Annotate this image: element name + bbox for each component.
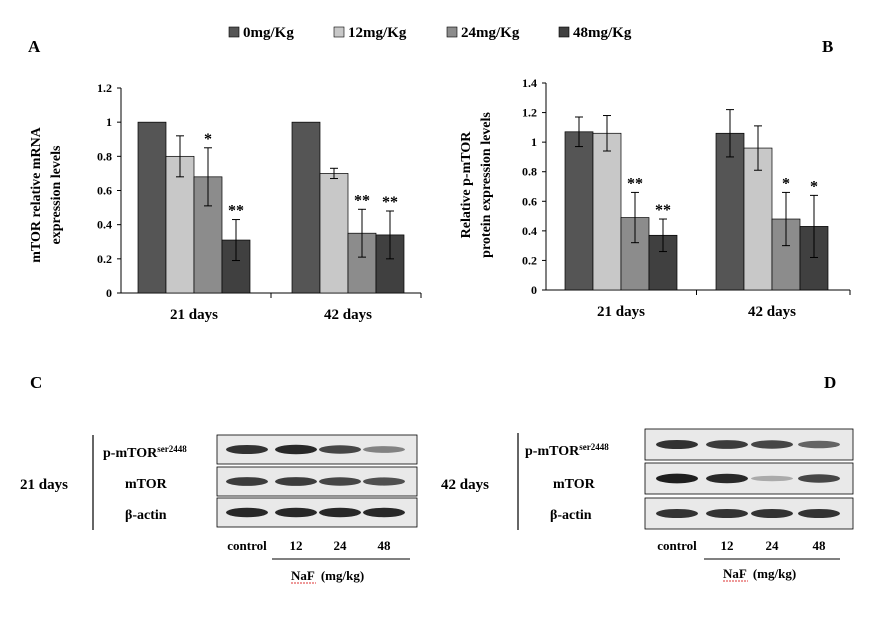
chart-b-ytick-label: 1.2 <box>522 106 537 120</box>
blot-c-band <box>363 446 405 453</box>
blot-c-lane-1: 12 <box>290 538 303 553</box>
blot-d-band <box>706 508 748 519</box>
panel-letter-a: A <box>28 37 41 56</box>
chart-b-category-label: 21 days <box>597 304 645 320</box>
chart-b-ylabel-line1: Relative p-mTOR <box>459 131 474 239</box>
blot-c-band <box>275 444 317 455</box>
chart-b-ytick-label: 1 <box>531 135 537 149</box>
chart-b-bar <box>715 132 745 291</box>
chart-b-bar <box>564 131 594 291</box>
chart-a: mTOR relative mRNA expression levels 0 0.… <box>29 81 422 323</box>
chart-a-bar <box>291 121 321 294</box>
legend-swatch-2 <box>446 26 458 38</box>
blot-c-band <box>275 477 317 486</box>
chart-b-significance: ** <box>627 175 643 192</box>
blot-c-band <box>319 445 361 454</box>
blot-d-band <box>798 474 840 483</box>
chart-a-ylabel-line1: mTOR relative mRNA <box>29 126 44 262</box>
chart-a-category-label: 42 days <box>324 307 372 323</box>
blot-d-band <box>706 473 748 484</box>
chart-a-ytick-label: 0.8 <box>97 149 112 163</box>
blot-c-treatment: NaF (mg/kg) <box>291 568 364 583</box>
chart-a-ytick-label: 0.4 <box>97 218 112 232</box>
chart-a-ylabel-line2: expression levels <box>49 145 64 244</box>
panel-letter-b: B <box>822 37 833 56</box>
blot-d: 42 days p-mTORser2448 mTOR β-actin contr… <box>441 428 854 582</box>
blot-d-group-label: 42 days <box>441 477 489 493</box>
chart-b-ylabel-line2: protein expression levels <box>479 112 494 258</box>
blot-d-treatment: NaF (mg/kg) <box>723 566 796 581</box>
blot-d-band <box>798 508 840 519</box>
legend-swatch-1 <box>333 26 345 38</box>
blot-c-band <box>363 477 405 486</box>
blot-c-band <box>319 477 361 486</box>
blot-d-row-label-0: p-mTORser2448 <box>525 442 609 459</box>
blot-d-lane-0: control <box>657 538 697 553</box>
panel-letter-d: D <box>824 373 836 392</box>
blot-d-lane-1: 12 <box>721 538 734 553</box>
chart-a-ytick-label: 0 <box>106 286 112 300</box>
chart-a-bar <box>319 173 349 294</box>
chart-b-ytick-label: 1.4 <box>522 76 537 90</box>
blot-d-band <box>751 508 793 519</box>
chart-a-significance: ** <box>228 203 244 220</box>
blot-d-band <box>656 439 698 450</box>
blot-c-lane-2: 24 <box>334 538 348 553</box>
chart-b-bar <box>743 147 773 291</box>
blot-d-band <box>706 440 748 449</box>
blot-d-lane-3: 48 <box>813 538 827 553</box>
blot-c-band <box>363 507 405 518</box>
chart-b-ytick-label: 0.4 <box>522 224 537 238</box>
blot-d-row-label-2: β-actin <box>550 508 592 523</box>
chart-b-category-label: 42 days <box>748 304 796 320</box>
chart-b-significance: ** <box>655 202 671 219</box>
blot-c-band <box>319 507 361 518</box>
legend: 0mg/Kg 12mg/Kg 24mg/Kg 48mg/Kg <box>228 25 632 41</box>
chart-a-bar <box>137 121 167 294</box>
chart-a-ytick-label: 0.6 <box>97 184 112 198</box>
blot-d-band <box>751 475 793 482</box>
blot-c-lane-3: 48 <box>378 538 392 553</box>
blot-c: 21 days p-mTORser2448 mTOR β-actin contr… <box>20 434 418 584</box>
chart-b-ytick-label: 0 <box>531 283 537 297</box>
blot-d-band <box>656 508 698 519</box>
blot-c-row-label-1: mTOR <box>125 477 168 492</box>
chart-a-bar <box>165 155 195 294</box>
blot-c-band <box>226 507 268 518</box>
legend-label-3: 48mg/Kg <box>573 25 632 41</box>
chart-b-ytick-label: 0.8 <box>522 165 537 179</box>
blot-d-band <box>798 440 840 449</box>
blot-c-band <box>275 507 317 518</box>
blot-c-row-label-0: p-mTORser2448 <box>103 444 187 461</box>
blot-d-band <box>751 440 793 449</box>
legend-swatch-0 <box>228 26 240 38</box>
chart-a-ytick-label: 1.2 <box>97 81 112 95</box>
legend-label-1: 12mg/Kg <box>348 25 407 41</box>
blot-d-band <box>656 473 698 484</box>
chart-a-ytick-label: 1 <box>106 115 112 129</box>
chart-b-ytick-label: 0.6 <box>522 194 537 208</box>
chart-a-ytick-label: 0.2 <box>97 252 112 266</box>
panel-letter-c: C <box>30 373 42 392</box>
blot-c-row-label-2: β-actin <box>125 508 167 523</box>
blot-d-lane-2: 24 <box>766 538 780 553</box>
chart-a-significance: * <box>204 131 212 148</box>
chart-b-significance: * <box>810 178 818 195</box>
blot-c-band <box>226 444 268 455</box>
blot-c-band <box>226 477 268 486</box>
chart-b-bar <box>592 132 622 291</box>
legend-swatch-3 <box>558 26 570 38</box>
blot-d-row-label-1: mTOR <box>553 477 596 492</box>
blot-c-group-label: 21 days <box>20 477 68 493</box>
chart-a-significance: ** <box>382 194 398 211</box>
legend-label-0: 0mg/Kg <box>243 25 294 41</box>
chart-a-significance: ** <box>354 192 370 209</box>
legend-label-2: 24mg/Kg <box>461 25 520 41</box>
chart-b-significance: * <box>782 175 790 192</box>
chart-a-category-label: 21 days <box>170 307 218 323</box>
chart-b: Relative p-mTOR protein expression level… <box>459 76 851 320</box>
blot-c-lane-0: control <box>227 538 267 553</box>
chart-b-ytick-label: 0.2 <box>522 253 537 267</box>
